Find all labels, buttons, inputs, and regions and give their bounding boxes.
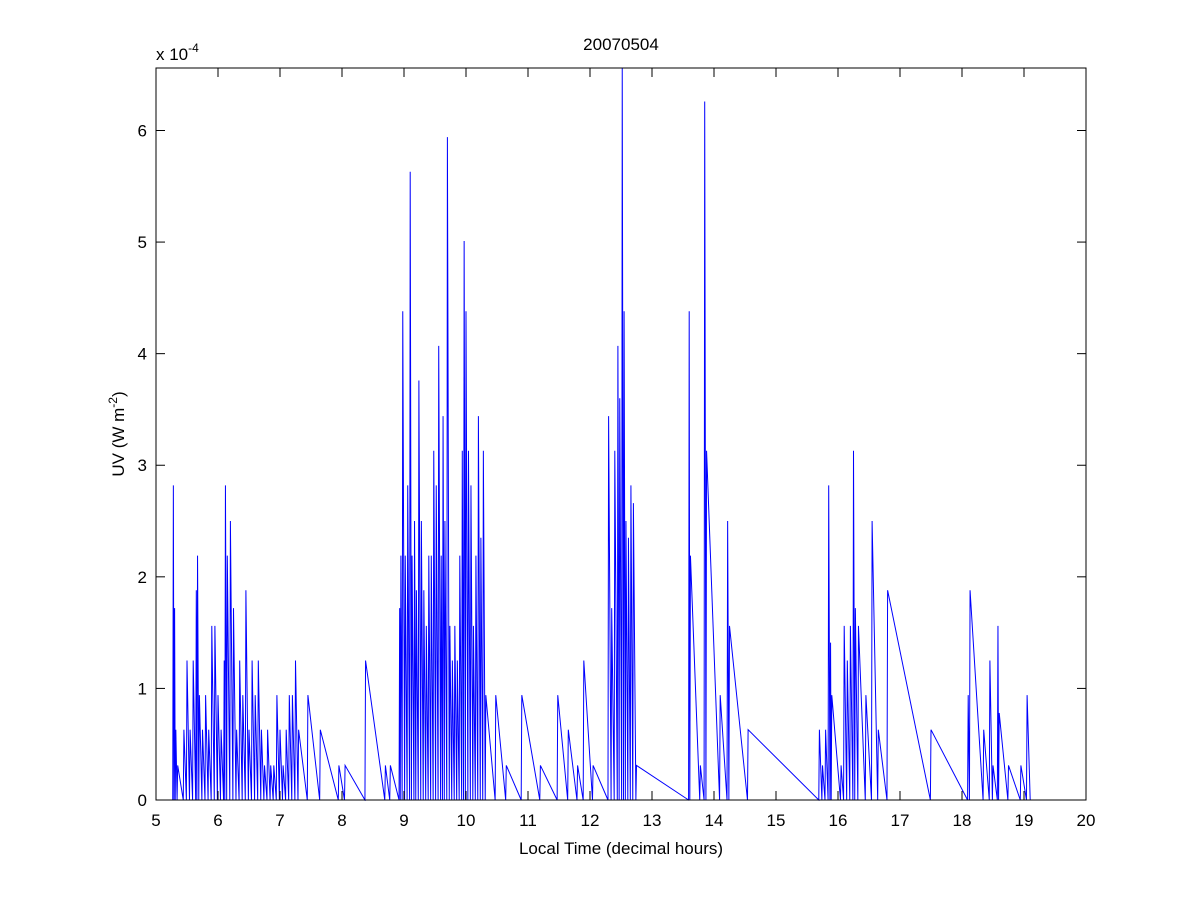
x-tick-label: 5 — [151, 811, 160, 830]
x-tick-label: 12 — [581, 811, 600, 830]
x-tick-label: 19 — [1015, 811, 1034, 830]
x-tick-label: 20 — [1077, 811, 1096, 830]
x-tick-label: 15 — [767, 811, 786, 830]
x-axis-label: Local Time (decimal hours) — [519, 839, 723, 858]
x-tick-label: 6 — [213, 811, 222, 830]
x-tick-label: 17 — [891, 811, 910, 830]
x-tick-label: 7 — [275, 811, 284, 830]
x-tick-label: 8 — [337, 811, 346, 830]
x-tick-label: 18 — [953, 811, 972, 830]
y-axis-label: UV (W m-2) — [106, 391, 128, 476]
chart-title: 20070504 — [583, 35, 659, 54]
y-tick-label: 0 — [138, 791, 147, 810]
y-tick-label: 6 — [138, 121, 147, 140]
x-tick-label: 16 — [829, 811, 848, 830]
y-tick-label: 5 — [138, 233, 147, 252]
y-axis-label-after: ) — [109, 391, 128, 397]
y-tick-label: 3 — [138, 456, 147, 475]
y-axis-label-superscript: -2 — [106, 397, 120, 408]
axes-box — [155, 67, 1087, 801]
x-tick-label: 10 — [457, 811, 476, 830]
x-tick-label: 13 — [643, 811, 662, 830]
y-tick-label: 4 — [138, 345, 147, 364]
x-tick-label: 9 — [399, 811, 408, 830]
x-tick-label: 11 — [519, 811, 537, 830]
y-multiplier: x 10-4 — [156, 41, 199, 64]
y-tick-label: 2 — [138, 568, 147, 587]
x-tick-label: 14 — [705, 811, 724, 830]
y-multiplier-exponent: -4 — [188, 41, 199, 55]
y-multiplier-base: x 10 — [156, 45, 188, 64]
data-line — [156, 67, 1031, 801]
y-tick-label: 1 — [138, 679, 147, 698]
y-axis-label-text: UV (W m — [109, 408, 128, 477]
